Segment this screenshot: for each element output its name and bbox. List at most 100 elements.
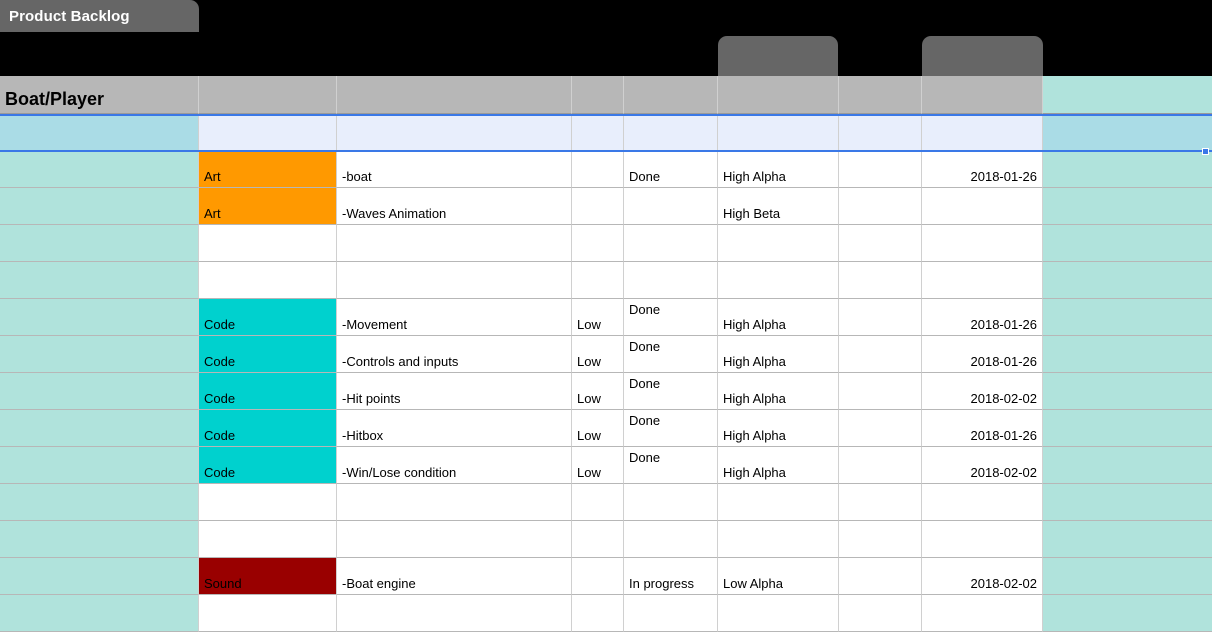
- cell-artefact[interactable]: -Movement: [337, 299, 572, 336]
- cell-item[interactable]: [0, 373, 199, 410]
- table-row[interactable]: Art -boat Done High Alpha 2018-01-26: [0, 151, 1212, 188]
- cell-extra[interactable]: [1043, 521, 1212, 558]
- table-row[interactable]: Code -Hit points Low Done High Alpha 2018-02-…: [0, 373, 1212, 410]
- cell-implemented[interactable]: [839, 558, 922, 595]
- cell-extra[interactable]: [1043, 410, 1212, 447]
- cell-step[interactable]: [624, 521, 718, 558]
- cell-extra[interactable]: [1043, 595, 1212, 632]
- cell-extra[interactable]: [1043, 225, 1212, 262]
- cell-implemented[interactable]: [839, 521, 922, 558]
- cell-priority[interactable]: [718, 595, 839, 632]
- cell-item[interactable]: [0, 410, 199, 447]
- cell-deadline[interactable]: 2018-02-02: [922, 447, 1043, 484]
- cell-priority[interactable]: [718, 521, 839, 558]
- cell-deadline[interactable]: [922, 262, 1043, 299]
- cell-artefact[interactable]: -Waves Animation: [337, 188, 572, 225]
- cell-step[interactable]: [624, 188, 718, 225]
- cell-type[interactable]: [199, 595, 337, 632]
- table-row[interactable]: [0, 225, 1212, 262]
- cell-item[interactable]: [0, 484, 199, 521]
- cell-deadline[interactable]: 2018-02-02: [922, 373, 1043, 410]
- table-row[interactable]: Code -Hitbox Low Done High Alpha 2018-01-26: [0, 410, 1212, 447]
- cell-priority[interactable]: [718, 262, 839, 299]
- cell-step[interactable]: Done: [624, 151, 718, 188]
- table-row[interactable]: Code -Controls and inputs Low Done High Alph…: [0, 336, 1212, 373]
- cell-step[interactable]: Done: [624, 299, 718, 336]
- table-row[interactable]: [0, 484, 1212, 521]
- section-header-row[interactable]: Boat/Player: [0, 76, 1212, 114]
- cell-extra[interactable]: [1043, 336, 1212, 373]
- cell-deadline[interactable]: [922, 114, 1043, 151]
- cell-implemented[interactable]: [839, 410, 922, 447]
- cell-type[interactable]: Code: [199, 299, 337, 336]
- cell-priority[interactable]: Low Alpha: [718, 558, 839, 595]
- cell-item[interactable]: [0, 299, 199, 336]
- cell-step[interactable]: [624, 262, 718, 299]
- cell-type[interactable]: [199, 262, 337, 299]
- cell-priority[interactable]: High Alpha: [718, 299, 839, 336]
- cell-priority[interactable]: High Alpha: [718, 151, 839, 188]
- cell-item[interactable]: [0, 114, 199, 151]
- cell-risk[interactable]: Low: [572, 410, 624, 447]
- cell-extra[interactable]: [1043, 188, 1212, 225]
- deadline-header-tab[interactable]: [922, 36, 1043, 76]
- priority-header-tab[interactable]: [718, 36, 838, 76]
- cell-deadline[interactable]: [922, 188, 1043, 225]
- cell-step[interactable]: [624, 484, 718, 521]
- cell-step[interactable]: Done: [624, 336, 718, 373]
- cell-implemented[interactable]: [839, 299, 922, 336]
- cell-type[interactable]: [199, 114, 337, 151]
- cell-type[interactable]: Code: [199, 336, 337, 373]
- cell-step[interactable]: Done: [624, 373, 718, 410]
- cell-risk[interactable]: [572, 521, 624, 558]
- cell-risk[interactable]: [572, 225, 624, 262]
- cell-item[interactable]: [0, 225, 199, 262]
- cell-step[interactable]: Done: [624, 447, 718, 484]
- cell-artefact[interactable]: [337, 595, 572, 632]
- cell-item[interactable]: [0, 262, 199, 299]
- table-row-selected[interactable]: [0, 114, 1212, 151]
- section-cell-artefact[interactable]: [337, 76, 572, 114]
- sheet-grid[interactable]: Boat/Player Art -boat Done High Alpha 2018-0…: [0, 76, 1212, 632]
- cell-deadline[interactable]: 2018-01-26: [922, 299, 1043, 336]
- cell-type[interactable]: Art: [199, 151, 337, 188]
- cell-implemented[interactable]: [839, 373, 922, 410]
- cell-step[interactable]: Done: [624, 410, 718, 447]
- cell-artefact[interactable]: -Hit points: [337, 373, 572, 410]
- cell-priority[interactable]: [718, 484, 839, 521]
- cell-step[interactable]: [624, 225, 718, 262]
- table-row[interactable]: [0, 595, 1212, 632]
- cell-priority[interactable]: High Alpha: [718, 410, 839, 447]
- cell-extra[interactable]: [1043, 299, 1212, 336]
- cell-risk[interactable]: [572, 484, 624, 521]
- cell-artefact[interactable]: -Controls and inputs: [337, 336, 572, 373]
- cell-extra[interactable]: [1043, 114, 1212, 151]
- cell-implemented[interactable]: [839, 151, 922, 188]
- cell-step[interactable]: [624, 595, 718, 632]
- cell-item[interactable]: [0, 521, 199, 558]
- cell-priority[interactable]: [718, 114, 839, 151]
- cell-item[interactable]: [0, 336, 199, 373]
- cell-type[interactable]: Sound: [199, 558, 337, 595]
- cell-risk[interactable]: Low: [572, 373, 624, 410]
- cell-artefact[interactable]: [337, 484, 572, 521]
- section-cell-implemented[interactable]: [839, 76, 922, 114]
- cell-extra[interactable]: [1043, 151, 1212, 188]
- section-cell-deadline[interactable]: [922, 76, 1043, 114]
- cell-priority[interactable]: High Alpha: [718, 447, 839, 484]
- section-cell-risk[interactable]: [572, 76, 624, 114]
- cell-risk[interactable]: Low: [572, 336, 624, 373]
- cell-deadline[interactable]: 2018-01-26: [922, 336, 1043, 373]
- cell-artefact[interactable]: [337, 521, 572, 558]
- cell-priority[interactable]: High Alpha: [718, 336, 839, 373]
- cell-risk[interactable]: [572, 151, 624, 188]
- section-cell-extra[interactable]: [1043, 76, 1212, 114]
- cell-item[interactable]: [0, 595, 199, 632]
- cell-item[interactable]: [0, 151, 199, 188]
- cell-implemented[interactable]: [839, 336, 922, 373]
- cell-risk[interactable]: [572, 188, 624, 225]
- cell-type[interactable]: [199, 521, 337, 558]
- cell-extra[interactable]: [1043, 262, 1212, 299]
- table-row[interactable]: [0, 521, 1212, 558]
- table-row[interactable]: Code -Win/Lose condition Low Done High Alpha…: [0, 447, 1212, 484]
